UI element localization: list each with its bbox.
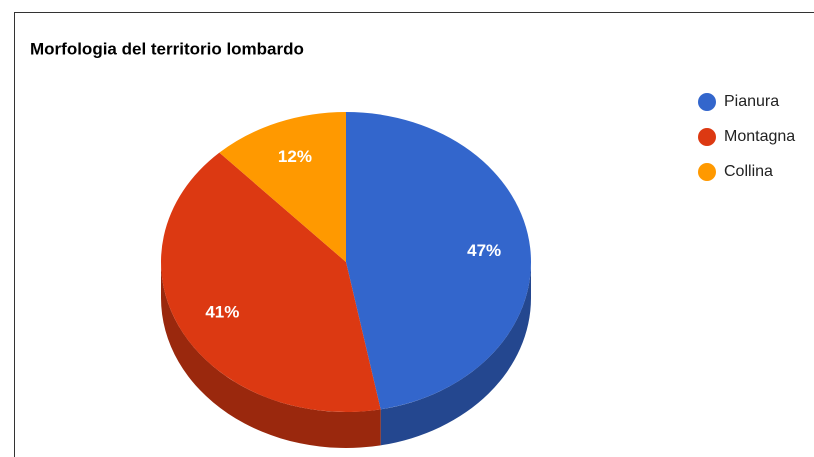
data-label: 41% [205, 303, 239, 322]
data-label: 47% [467, 241, 501, 260]
legend-swatch [698, 128, 716, 146]
pie-slice [219, 112, 346, 262]
legend-label: Montagna [724, 128, 795, 145]
legend-swatch [698, 163, 716, 181]
data-label: 12% [278, 147, 312, 166]
pie-slice [346, 112, 531, 410]
legend-swatch [698, 93, 716, 111]
legend-label: Collina [724, 163, 773, 180]
chart-title: Morfologia del territorio lombardo [30, 39, 304, 58]
legend-label: Pianura [724, 93, 779, 110]
pie-slice [161, 152, 381, 412]
pie-slice-side [380, 262, 531, 446]
pie-slice-side [161, 262, 381, 448]
